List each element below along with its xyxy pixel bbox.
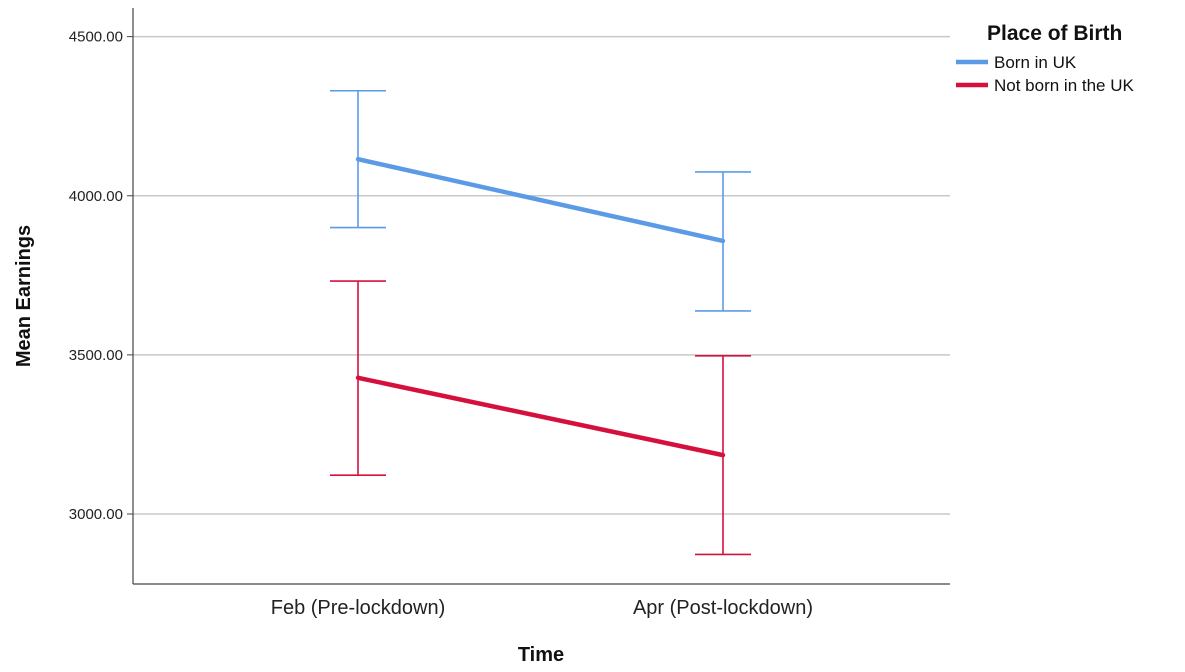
gridlines (127, 35, 950, 515)
series-line (357, 375, 724, 458)
legend-title: Place of Birth (987, 22, 1122, 45)
x-tick-label: Feb (Pre-lockdown) (271, 597, 446, 619)
y-tick-labels: 3000.00 3500.00 4000.00 4500.00 (69, 29, 123, 523)
data-point (355, 156, 361, 162)
x-tick-label: Apr (Post-lockdown) (633, 597, 813, 619)
data-point (720, 452, 726, 458)
data-point (720, 238, 726, 244)
y-tick-label: 4000.00 (69, 188, 123, 205)
series-line (357, 156, 724, 244)
x-tick-labels: Feb (Pre-lockdown) Apr (Post-lockdown) (271, 597, 813, 619)
legend: Place of Birth Born in UK Not born in the… (956, 22, 1135, 95)
legend-label: Not born in the UK (994, 76, 1135, 95)
axes (132, 8, 950, 585)
y-axis-title: Mean Earnings (13, 225, 35, 367)
legend-item: Born in UK (956, 53, 1077, 72)
legend-item: Not born in the UK (956, 76, 1135, 95)
y-tick-label: 4500.00 (69, 29, 123, 46)
x-axis-title: Time (518, 644, 564, 666)
series-2 (330, 280, 751, 556)
series (330, 89, 751, 556)
series-1 (330, 89, 751, 312)
legend-label: Born in UK (994, 53, 1077, 72)
data-point (355, 375, 361, 380)
y-tick-label: 3000.00 (69, 506, 123, 523)
y-tick-label: 3500.00 (69, 347, 123, 364)
